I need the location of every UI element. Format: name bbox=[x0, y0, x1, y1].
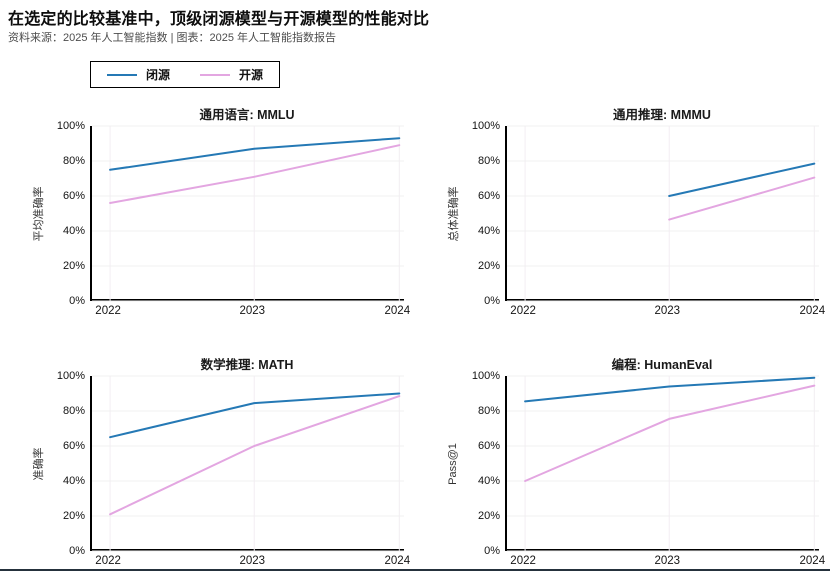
legend-line-swatch-open bbox=[200, 73, 231, 76]
x-tick-label: 2023 bbox=[239, 555, 266, 567]
legend-item-closed-source: 闭源 bbox=[107, 66, 170, 83]
y-tick-label: 80% bbox=[477, 405, 500, 417]
subplot-humaneval: 编程: HumanEval Pass@1 0% 20% 40% 60% 80% 100% … bbox=[445, 354, 825, 572]
x-tick-label: 2022 bbox=[510, 305, 536, 317]
plot-canvas bbox=[507, 125, 819, 302]
subplot-title: 数学推理: MATH bbox=[200, 358, 294, 372]
y-axis-label: 准确率 bbox=[33, 447, 45, 480]
legend-item-open-source: 开源 bbox=[200, 66, 263, 83]
y-tick-label: 40% bbox=[477, 475, 500, 487]
legend: 闭源 开源 bbox=[90, 61, 281, 88]
plot-canvas bbox=[507, 375, 819, 552]
y-tick-label: 20% bbox=[62, 510, 85, 522]
subplot-math: 数学推理: MATH 准确率 0% 20% 40% 60% 80% 100% 2022 20… bbox=[30, 354, 410, 572]
y-tick-label: 40% bbox=[62, 225, 85, 237]
x-axis-ticks: 2022 2023 2024 bbox=[505, 554, 825, 572]
series-line-闭源 bbox=[524, 376, 816, 403]
y-tick-label: 0% bbox=[69, 545, 85, 557]
y-tick-label: 20% bbox=[477, 260, 500, 272]
y-tick-label: 60% bbox=[62, 190, 85, 202]
y-axis-label: 平均准确率 bbox=[33, 186, 45, 241]
y-tick-label: 80% bbox=[62, 405, 85, 417]
page-title: 在选定的比较基准中，顶级闭源模型与开源模型的性能对比 bbox=[8, 11, 430, 28]
x-axis-ticks: 2022 2023 2024 bbox=[90, 304, 410, 322]
series-line-开源 bbox=[668, 176, 816, 221]
x-tick-label: 2024 bbox=[384, 305, 411, 317]
legend-label-open: 开源 bbox=[239, 68, 264, 82]
legend-label-closed: 闭源 bbox=[146, 68, 171, 82]
y-tick-label: 0% bbox=[484, 295, 500, 307]
x-axis-ticks: 2022 2023 2024 bbox=[505, 304, 825, 322]
y-tick-label: 40% bbox=[62, 475, 85, 487]
y-tick-label: 20% bbox=[62, 260, 85, 272]
y-axis-ticks: 0% 20% 40% 60% 80% 100% bbox=[46, 120, 90, 307]
x-tick-label: 2024 bbox=[799, 555, 826, 567]
y-axis-ticks: 0% 20% 40% 60% 80% 100% bbox=[46, 370, 90, 557]
x-tick-label: 2023 bbox=[654, 305, 681, 317]
source-caption: 资料来源：2025 年人工智能指数 | 图表：2025 年人工智能指数报告 bbox=[8, 32, 337, 44]
x-axis-ticks: 2022 2023 2024 bbox=[90, 554, 410, 572]
y-tick-label: 0% bbox=[69, 295, 85, 307]
y-axis-ticks: 0% 20% 40% 60% 80% 100% bbox=[461, 120, 505, 307]
subplot-title: 通用语言: MMLU bbox=[199, 108, 295, 122]
series-line-闭源 bbox=[668, 162, 816, 197]
plot-canvas bbox=[92, 125, 404, 302]
series-line-开源 bbox=[109, 395, 401, 516]
y-tick-label: 20% bbox=[477, 510, 500, 522]
subplot-mmmu: 通用推理: MMMU 总体准确率 0% 20% 40% 60% 80% 100% 2022… bbox=[445, 104, 825, 322]
legend-line-swatch-closed bbox=[107, 73, 137, 76]
y-tick-label: 60% bbox=[477, 190, 500, 202]
x-tick-label: 2024 bbox=[799, 305, 826, 317]
x-tick-label: 2022 bbox=[95, 555, 121, 567]
series-line-开源 bbox=[109, 144, 401, 204]
subplot-title: 通用推理: MMMU bbox=[613, 108, 711, 122]
subplot-mmlu: 通用语言: MMLU 平均准确率 0% 20% 40% 60% 80% 100% 2022… bbox=[30, 104, 410, 322]
x-tick-label: 2024 bbox=[384, 555, 411, 567]
y-tick-label: 100% bbox=[56, 120, 85, 132]
plot-area bbox=[505, 125, 819, 302]
y-tick-label: 100% bbox=[471, 370, 500, 382]
bottom-divider bbox=[0, 569, 830, 571]
series-line-闭源 bbox=[109, 392, 401, 439]
plot-canvas bbox=[92, 375, 404, 552]
y-tick-label: 60% bbox=[477, 440, 500, 452]
series-line-开源 bbox=[524, 384, 816, 482]
y-tick-label: 60% bbox=[62, 440, 85, 452]
y-tick-label: 100% bbox=[471, 120, 500, 132]
subplot-title: 编程: HumanEval bbox=[611, 358, 713, 372]
y-tick-label: 100% bbox=[56, 370, 85, 382]
x-tick-label: 2022 bbox=[95, 305, 121, 317]
x-tick-label: 2023 bbox=[654, 555, 681, 567]
plot-area bbox=[90, 125, 404, 302]
plot-area bbox=[505, 375, 819, 552]
y-tick-label: 80% bbox=[477, 155, 500, 167]
y-tick-label: 0% bbox=[484, 545, 500, 557]
y-tick-label: 80% bbox=[62, 155, 85, 167]
y-tick-label: 40% bbox=[477, 225, 500, 237]
x-tick-label: 2023 bbox=[239, 305, 266, 317]
series-line-闭源 bbox=[109, 137, 401, 171]
charts-grid: 通用语言: MMLU 平均准确率 0% 20% 40% 60% 80% 100% 2022… bbox=[30, 104, 825, 572]
y-axis-label: Pass@1 bbox=[447, 442, 459, 485]
y-axis-ticks: 0% 20% 40% 60% 80% 100% bbox=[461, 370, 505, 557]
y-axis-label: 总体准确率 bbox=[448, 186, 460, 241]
x-tick-label: 2022 bbox=[510, 555, 536, 567]
plot-area bbox=[90, 375, 404, 552]
